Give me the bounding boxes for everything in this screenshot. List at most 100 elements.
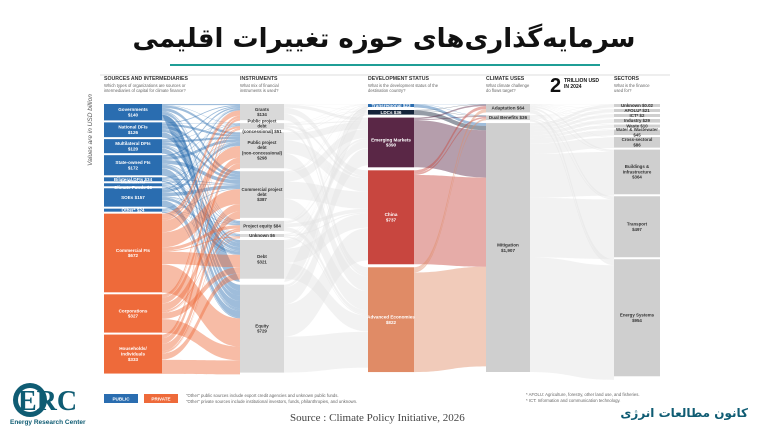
flow-commercial-fis-to-grants bbox=[162, 110, 240, 219]
flow-ldcs-36-to-adaptation-64 bbox=[414, 104, 486, 111]
footnote-sources: "Other" private sources include institut… bbox=[186, 399, 357, 404]
flow-commercial-project-debt-to-ldcs-36 bbox=[284, 111, 368, 173]
flow-adaptation-64-to-transport bbox=[530, 107, 614, 199]
instruments-label-grants: Grants bbox=[255, 107, 270, 112]
instruments-node-grants bbox=[240, 104, 284, 121]
flow-project-equity-84-to-china bbox=[284, 208, 368, 228]
flow-equity-to-emerging-markets bbox=[284, 148, 368, 305]
flow-governments-to-equity bbox=[162, 114, 240, 291]
instruments-label-public-project-debt-concessional-51: debt bbox=[257, 124, 267, 129]
flow-mitigation-to-ict-2 bbox=[530, 114, 614, 132]
instruments-label-commercial-project-debt: debt bbox=[257, 192, 267, 197]
flow-bilateral-dfis-34-to-public-project-debt-non-concessional bbox=[162, 141, 240, 179]
sources-label-bilateral-dfis-34: Bilateral DFIs $34 bbox=[114, 177, 153, 182]
sectors-node-waste-10 bbox=[614, 124, 660, 128]
flow-adaptation-64-to-ict-2 bbox=[530, 104, 614, 115]
flow-corporations-to-unknown-6 bbox=[162, 237, 240, 313]
sources-label-national-dfis: National DFIs bbox=[118, 125, 148, 130]
flow-advanced-economies-to-dual-benefits-36 bbox=[414, 118, 486, 273]
instruments-node-debt bbox=[240, 240, 284, 279]
sectors-label-water-wastewater-45: Water & Wastewater bbox=[616, 127, 658, 132]
flow-dual-benefits-36-to-afolu-21 bbox=[530, 109, 614, 116]
sectors-label-ict-2: ICT* $2 bbox=[630, 113, 645, 118]
column-subtitle-development: destination country? bbox=[368, 88, 406, 93]
flow-other-24-to-unknown-6 bbox=[162, 210, 240, 237]
title-underline bbox=[170, 64, 600, 66]
flow-households-individuals-to-grants bbox=[162, 118, 240, 338]
sectors-label-buildings-infrastructure: Buildings & bbox=[625, 164, 650, 169]
flow-multilateral-dfis-to-commercial-project-debt bbox=[162, 142, 240, 180]
flow-public-project-debt-non-concessional-to-transregional-23 bbox=[284, 104, 368, 133]
flow-adaptation-64-to-water-wastewater-45 bbox=[530, 105, 614, 130]
flow-national-dfis-to-unknown-6 bbox=[162, 129, 240, 235]
uses-label-mitigation: Mitigation bbox=[497, 242, 519, 247]
flow-unknown-6-to-emerging-markets bbox=[284, 139, 368, 236]
sources-node-soes-157 bbox=[104, 188, 162, 207]
flow-equity-to-transregional-23 bbox=[284, 106, 368, 286]
flow-commercial-project-debt-to-transregional-23 bbox=[284, 105, 368, 172]
flow-adaptation-64-to-industry-29 bbox=[530, 104, 614, 120]
uses-node-adaptation-64 bbox=[486, 104, 530, 113]
flow-adaptation-64-to-buildings-infrastructure bbox=[530, 106, 614, 152]
flow-corporations-to-equity bbox=[162, 319, 240, 361]
sources-node-governments bbox=[104, 104, 162, 121]
instruments-label-commercial-project-debt: Commercial project bbox=[242, 187, 284, 192]
flow-households-individuals-to-debt bbox=[162, 273, 240, 360]
flow-soes-157-to-public-project-debt-concessional-51 bbox=[162, 125, 240, 190]
sectors-node-cross-sectoral bbox=[614, 137, 660, 148]
flow-state-owned-fis-to-grants bbox=[162, 106, 240, 157]
instruments-label-equity: Equity bbox=[255, 324, 269, 329]
flow-debt-to-emerging-markets bbox=[284, 140, 368, 249]
flow-ldcs-36-to-mitigation bbox=[414, 110, 486, 131]
flow-unknown-6-to-transregional-23 bbox=[284, 105, 368, 235]
flow-commercial-fis-to-unknown-6 bbox=[162, 236, 240, 252]
column-subtitle-sources: intermediaries of capital for climate fi… bbox=[104, 88, 186, 93]
sources-value-national-dfis: $126 bbox=[128, 130, 139, 135]
flow-public-project-debt-concessional-51-to-ldcs-36 bbox=[284, 110, 368, 124]
flow-adaptation-64-to-energy-systems bbox=[530, 109, 614, 264]
flow-multilateral-dfis-to-equity bbox=[162, 148, 240, 301]
column-title-uses: CLIMATE USES bbox=[486, 76, 525, 82]
flow-corporations-to-public-project-debt-concessional-51 bbox=[162, 128, 240, 298]
column-subtitle-sectors: used for? bbox=[614, 88, 632, 93]
flow-unknown-6-to-advanced-economies bbox=[284, 236, 368, 316]
flow-state-owned-fis-to-debt bbox=[162, 164, 240, 251]
flow-state-owned-fis-to-public-project-debt-concessional-51 bbox=[162, 124, 240, 158]
flow-bilateral-dfis-34-to-grants bbox=[162, 108, 240, 178]
flow-project-equity-84-to-ldcs-36 bbox=[284, 112, 368, 222]
flow-national-dfis-to-public-project-debt-non-concessional bbox=[162, 123, 240, 137]
flow-commercial-fis-to-equity bbox=[162, 264, 240, 347]
development-value-emerging-markets: $390 bbox=[386, 143, 397, 148]
flow-dual-benefits-36-to-unknown-0-02 bbox=[530, 104, 614, 116]
column-title-instruments: INSTRUMENTS bbox=[240, 76, 278, 82]
flow-adaptation-64-to-cross-sectoral bbox=[530, 105, 614, 138]
total-value: 2 bbox=[550, 75, 561, 97]
flow-governments-to-grants bbox=[162, 104, 240, 106]
y-axis-label: Values are in USD billion bbox=[87, 94, 94, 166]
flow-public-project-debt-non-concessional-to-china bbox=[284, 140, 368, 192]
sources-value-households-individuals: $333 bbox=[128, 357, 139, 362]
development-node-ldcs-36 bbox=[368, 110, 414, 115]
flow-commercial-fis-to-public-project-debt-non-concessional bbox=[162, 146, 240, 233]
column-subtitle-uses: do flows target? bbox=[486, 88, 516, 93]
sources-value-multilateral-dfis: $120 bbox=[128, 146, 139, 151]
flow-other-24-to-project-equity-84 bbox=[162, 210, 240, 226]
instruments-value-public-project-debt-non-concessional: $298 bbox=[257, 156, 267, 161]
flow-china-to-adaptation-64 bbox=[414, 106, 486, 174]
development-node-transregional-23 bbox=[368, 104, 414, 107]
flow-china-to-dual-benefits-36 bbox=[414, 116, 486, 175]
uses-node-dual-benefits-36 bbox=[486, 115, 530, 121]
instruments-node-project-equity-84 bbox=[240, 220, 284, 232]
uses-node-mitigation bbox=[486, 123, 530, 372]
flow-commercial-fis-to-public-project-debt-concessional-51 bbox=[162, 126, 240, 221]
flow-commercial-fis-to-commercial-project-debt bbox=[162, 189, 240, 248]
sectors-label-industry-29: Industry $29 bbox=[624, 118, 650, 123]
sectors-label-transport: Transport bbox=[627, 222, 648, 227]
sources-label-households-individuals: Households/ bbox=[119, 346, 147, 351]
flow-households-individuals-to-project-equity-84 bbox=[162, 230, 240, 353]
sectors-label-water-wastewater-45: $45 bbox=[633, 132, 641, 137]
flow-national-dfis-to-public-project-debt-concessional-51 bbox=[162, 123, 240, 124]
instruments-value-debt: $321 bbox=[257, 259, 267, 264]
sectors-label-energy-systems: Energy Systems bbox=[620, 313, 655, 318]
flow-state-owned-fis-to-project-equity-84 bbox=[162, 163, 240, 224]
